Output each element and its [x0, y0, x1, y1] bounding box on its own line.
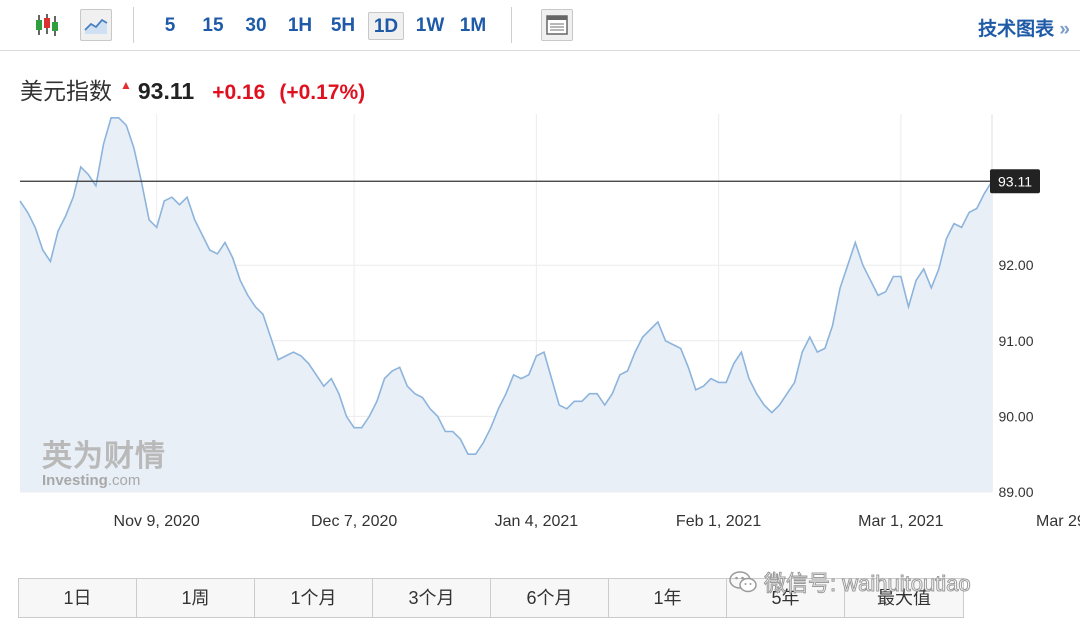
x-axis-ticks: Nov 9, 2020 Dec 7, 2020 Jan 4, 2021 Feb 1, … [114, 513, 1080, 530]
quote-header: 美元指数 ▲ 93.11 +0.16 (+0.17%) [20, 72, 365, 104]
y-tick-label: 89.00 [998, 484, 1033, 500]
range-1w[interactable]: 1周 [137, 579, 255, 617]
double-chevron-right-icon: » [1059, 19, 1070, 40]
x-tick-label: Feb 1, 2021 [676, 513, 762, 530]
investing-watermark: 英为财情 Investing.com [42, 439, 166, 489]
range-1d[interactable]: 1日 [19, 579, 137, 617]
price-change: +0.16 [212, 81, 266, 104]
table-icon[interactable] [541, 9, 573, 41]
range-1m[interactable]: 1个月 [255, 579, 373, 617]
range-selector: 1日 1周 1个月 3个月 6个月 1年 5年 最大值 [18, 578, 964, 618]
up-arrow-icon: ▲ [120, 78, 132, 92]
y-tick-label: 90.00 [998, 408, 1033, 424]
wechat-id: 微信号: waihuitoutiao [764, 571, 972, 597]
watermark-brand-en-text: Investing [42, 472, 108, 489]
last-price-badge-bg [990, 169, 1040, 194]
x-tick-label: Dec 7, 2020 [311, 513, 397, 530]
watermark-brand-en: Investing.com [42, 472, 140, 489]
range-max[interactable]: 最大值 [877, 588, 931, 608]
last-price-badge: 93.11 [990, 169, 1040, 194]
interval-1w[interactable]: 1W [415, 15, 445, 36]
toolbar-separator [511, 7, 512, 43]
range-1y[interactable]: 1年 [609, 579, 727, 617]
price-area-fill [20, 117, 992, 493]
y-axis-ticks: 89.00 90.00 91.00 92.00 [998, 257, 1033, 500]
toolbar-separator [133, 7, 134, 43]
tech-chart-link[interactable]: 技术图表 » [978, 14, 1070, 41]
interval-5h[interactable]: 5H [330, 15, 356, 36]
x-tick-label: Mar 29, 2021 [1036, 513, 1080, 530]
instrument-name: 美元指数 [20, 78, 112, 104]
tech-chart-label: 技术图表 [978, 19, 1055, 40]
x-tick-label: Nov 9, 2020 [114, 513, 200, 530]
x-tick-label: Mar 1, 2021 [858, 513, 943, 530]
chart-toolbar: 5 15 30 1H 5H 1D 1W 1M 技术图表 » [0, 0, 1080, 51]
interval-30[interactable]: 30 [245, 15, 267, 36]
last-price: 93.11 [137, 78, 195, 104]
interval-1h[interactable]: 1H [287, 15, 313, 36]
range-5y[interactable]: 5年 [727, 579, 845, 617]
price-change-percent: (+0.17%) [279, 81, 366, 104]
interval-1d[interactable]: 1D [368, 12, 404, 40]
line-chart-icon[interactable] [80, 9, 112, 41]
interval-15[interactable]: 15 [202, 15, 224, 36]
price-chart: 英为财情 Investing.com 93.11 89.00 90.00 91.00… [19, 114, 1080, 530]
watermark-brand-en-suffix: .com [108, 472, 141, 489]
y-tick-label: 91.00 [998, 333, 1033, 349]
interval-1m[interactable]: 1M [459, 15, 487, 36]
wechat-icon [729, 571, 757, 593]
range-3m[interactable]: 3个月 [373, 579, 491, 617]
interval-5[interactable]: 5 [164, 15, 176, 36]
watermark-brand-cn: 英为财情 [42, 439, 166, 474]
y-tick-label: 92.00 [998, 257, 1033, 273]
candlestick-icon[interactable] [31, 9, 63, 41]
price-line [19, 117, 993, 455]
wechat-watermark: 微信号: waihuitoutiao [728, 566, 971, 598]
last-price-badge-label: 93.11 [998, 173, 1032, 189]
x-tick-label: Jan 4, 2021 [495, 513, 579, 530]
range-6m[interactable]: 6个月 [491, 579, 609, 617]
